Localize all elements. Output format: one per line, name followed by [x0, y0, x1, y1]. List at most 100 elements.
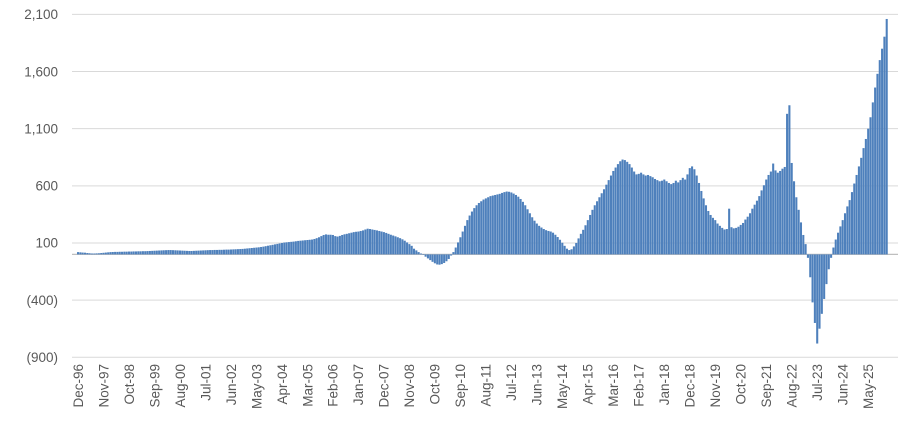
bar — [385, 232, 388, 255]
bar — [283, 242, 286, 255]
bar — [869, 117, 872, 255]
bar — [876, 73, 879, 255]
bar — [577, 238, 580, 255]
bar — [463, 225, 467, 255]
bar — [651, 177, 654, 255]
bar — [609, 175, 613, 255]
bar — [489, 196, 492, 255]
bar — [239, 249, 242, 255]
bar — [209, 250, 212, 255]
bar — [436, 254, 439, 265]
bar — [273, 244, 277, 255]
bar — [883, 36, 886, 255]
bar — [438, 254, 441, 265]
bar — [600, 193, 603, 255]
bar — [772, 163, 775, 255]
bar — [665, 181, 668, 255]
bar — [753, 204, 756, 255]
bar — [640, 172, 643, 255]
bar — [116, 251, 119, 255]
bar — [839, 226, 842, 255]
bar — [607, 180, 610, 255]
bar — [633, 171, 636, 255]
bar — [531, 217, 534, 255]
bar — [306, 240, 309, 255]
bar — [510, 192, 513, 255]
bar — [440, 254, 443, 265]
bar — [426, 254, 429, 259]
bar — [834, 239, 837, 255]
bar — [86, 253, 89, 255]
bar — [382, 232, 385, 255]
bar — [195, 250, 198, 255]
x-tick-label: Aug-00 — [173, 364, 188, 408]
x-tick-label: Mar-05 — [300, 364, 315, 407]
bar — [324, 234, 327, 255]
bar — [681, 177, 684, 255]
bar — [287, 242, 290, 255]
bar — [582, 229, 585, 255]
bar — [809, 254, 812, 278]
bar — [649, 176, 652, 255]
bar — [141, 251, 144, 255]
x-tick-label: Nov-19 — [708, 364, 723, 408]
bar — [484, 198, 487, 255]
x-tick-label: Apr-15 — [581, 364, 596, 405]
bar — [155, 250, 158, 255]
x-tick-label: Sep-10 — [453, 364, 468, 408]
bar — [88, 253, 91, 255]
bar — [248, 248, 251, 255]
bar — [343, 234, 346, 255]
bar — [169, 250, 172, 255]
bar — [378, 230, 381, 255]
bar — [192, 250, 195, 255]
bar — [804, 244, 807, 255]
bar — [422, 254, 425, 255]
bar — [514, 194, 518, 255]
bar — [547, 230, 550, 255]
bar — [862, 148, 865, 255]
bar — [718, 225, 721, 255]
bar — [846, 206, 849, 255]
bar — [368, 229, 372, 255]
bar — [709, 214, 712, 255]
bar — [561, 242, 564, 255]
bar — [867, 128, 870, 255]
bar — [97, 253, 100, 255]
bar — [190, 250, 193, 255]
bar — [570, 249, 573, 255]
bar — [355, 231, 358, 255]
bar — [290, 241, 293, 255]
bar — [206, 250, 209, 255]
bar — [596, 201, 599, 255]
x-tick-label: Oct-09 — [428, 364, 443, 405]
x-tick-label: Jun-24 — [836, 364, 851, 406]
bar — [843, 213, 847, 255]
bar — [697, 182, 701, 255]
bar — [320, 236, 323, 255]
bar — [350, 232, 353, 255]
bar — [670, 184, 673, 255]
bar — [540, 227, 543, 255]
bar — [526, 209, 529, 255]
bar — [700, 190, 703, 255]
bar — [781, 168, 784, 255]
x-tick-label: Aug-11 — [479, 364, 494, 407]
bar — [637, 173, 640, 255]
bar — [81, 252, 84, 255]
y-tick-label: 1,100 — [24, 121, 58, 136]
x-tick-label: Aug-22 — [785, 364, 800, 408]
bar — [204, 250, 207, 255]
bar — [575, 242, 578, 255]
bar — [243, 248, 246, 255]
bar — [746, 216, 749, 255]
bar — [758, 196, 761, 255]
bar — [572, 246, 575, 255]
bar — [450, 254, 453, 256]
bar — [503, 192, 506, 255]
bar — [558, 239, 562, 255]
bar — [408, 244, 411, 255]
bar — [336, 236, 339, 255]
bar — [134, 251, 137, 255]
bar — [874, 87, 877, 255]
